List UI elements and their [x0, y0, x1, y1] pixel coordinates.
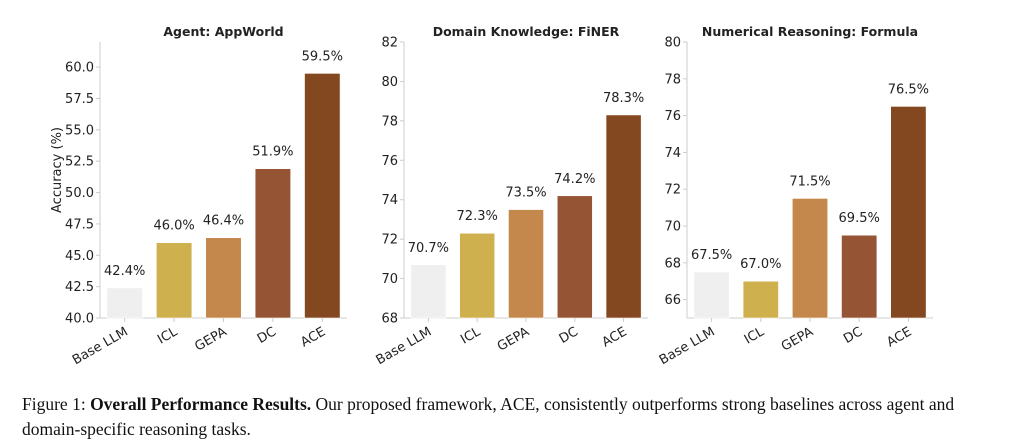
y-tick-label: 45.0: [65, 249, 94, 264]
bar-ace: [605, 114, 642, 319]
bar-dc: [254, 168, 291, 319]
x-tick-label: GEPA: [495, 324, 532, 354]
y-tick-label: 72: [664, 183, 681, 198]
bar-gepa: [791, 198, 829, 319]
y-tick-label: 68: [381, 312, 398, 327]
y-tick-label: 66: [664, 293, 681, 308]
bar-base-llm: [106, 287, 143, 319]
x-tick-label: DC: [557, 324, 581, 347]
y-tick-label: 42.5: [65, 280, 94, 295]
y-tick-label: 80: [664, 36, 681, 51]
x-tick-label: ICL: [742, 324, 768, 347]
figure-charts: Agent: AppWorld 40.0 42.5 45.0 47.5 50.0 52.5 5…: [50, 24, 933, 368]
y-tick-label: 55.0: [65, 123, 94, 138]
x-tick-label: Base LLM: [657, 324, 718, 368]
y-tick-label: 47.5: [65, 217, 94, 232]
bar-dc: [556, 195, 593, 319]
y-tick-label: 50.0: [65, 186, 94, 201]
y-tick-label: 76: [664, 109, 681, 124]
x-tick-label: GEPA: [779, 324, 816, 354]
y-tick-label: 72: [381, 233, 398, 248]
data-label: 74.2%: [554, 172, 595, 187]
y-tick-label: 74: [664, 146, 681, 161]
bar-gepa: [508, 209, 544, 319]
y-tick-label: 52.5: [65, 155, 94, 170]
data-label: 76.5%: [888, 82, 929, 97]
data-label: 42.4%: [104, 264, 145, 279]
caption-prefix: Figure 1:: [22, 394, 91, 414]
data-label: 73.5%: [505, 186, 546, 201]
y-tick-label: 78: [664, 72, 681, 87]
data-label: 71.5%: [789, 174, 830, 189]
y-tick-label: 60.0: [65, 61, 94, 76]
y-tick-label: 80: [381, 75, 398, 90]
data-label: 46.4%: [203, 214, 244, 229]
chart-title: Agent: AppWorld: [163, 24, 283, 39]
y-tick-label: 68: [664, 256, 681, 271]
bar-base-llm: [410, 264, 447, 319]
data-label: 70.7%: [408, 241, 449, 256]
x-tick-label: GEPA: [192, 324, 229, 354]
x-tick-label: ICL: [155, 324, 181, 347]
bar-ace: [304, 73, 341, 319]
data-label: 67.5%: [691, 248, 732, 263]
y-tick-label: 74: [381, 193, 398, 208]
x-tick-label: Base LLM: [70, 324, 131, 368]
x-tick-label: DC: [255, 324, 279, 347]
bar-dc: [841, 234, 878, 319]
bar-icl: [459, 232, 496, 319]
data-label: 46.0%: [153, 219, 194, 234]
y-axis-label: Accuracy (%): [50, 127, 65, 213]
x-tick-label: DC: [841, 324, 865, 347]
y-tick-label: 70: [381, 272, 398, 287]
y-tick-label: 76: [381, 154, 398, 169]
bar-icl: [742, 280, 779, 319]
x-tick-label: Base LLM: [374, 324, 435, 368]
data-label: 51.9%: [252, 145, 293, 160]
data-label: 72.3%: [457, 209, 498, 224]
caption-text: Our proposed framework, ACE, consistentl…: [22, 394, 955, 439]
data-label: 67.0%: [740, 257, 781, 272]
x-tick-label: ACE: [600, 324, 630, 350]
bar-ace: [890, 106, 927, 319]
figure-caption: Figure 1: Overall Performance Results. O…: [22, 392, 1012, 442]
bar-gepa: [205, 237, 242, 319]
chart-title: Domain Knowledge: FiNER: [433, 24, 620, 39]
y-tick-label: 82: [381, 36, 398, 51]
chart-title: Numerical Reasoning: Formula: [702, 24, 918, 39]
y-tick-label: 70: [664, 220, 681, 235]
y-tick-label: 78: [381, 114, 398, 129]
y-tick-label: 57.5: [65, 92, 94, 107]
bar-icl: [156, 242, 193, 319]
data-label: 59.5%: [302, 49, 343, 64]
caption-bold: Overall Performance Results.: [90, 394, 312, 414]
x-tick-label: ACE: [298, 324, 328, 350]
data-label: 69.5%: [839, 211, 880, 226]
y-tick-label: 40.0: [65, 312, 94, 327]
x-tick-label: ACE: [884, 324, 914, 350]
bar-base-llm: [693, 271, 730, 319]
x-tick-label: ICL: [458, 324, 484, 347]
data-label: 78.3%: [603, 91, 644, 106]
